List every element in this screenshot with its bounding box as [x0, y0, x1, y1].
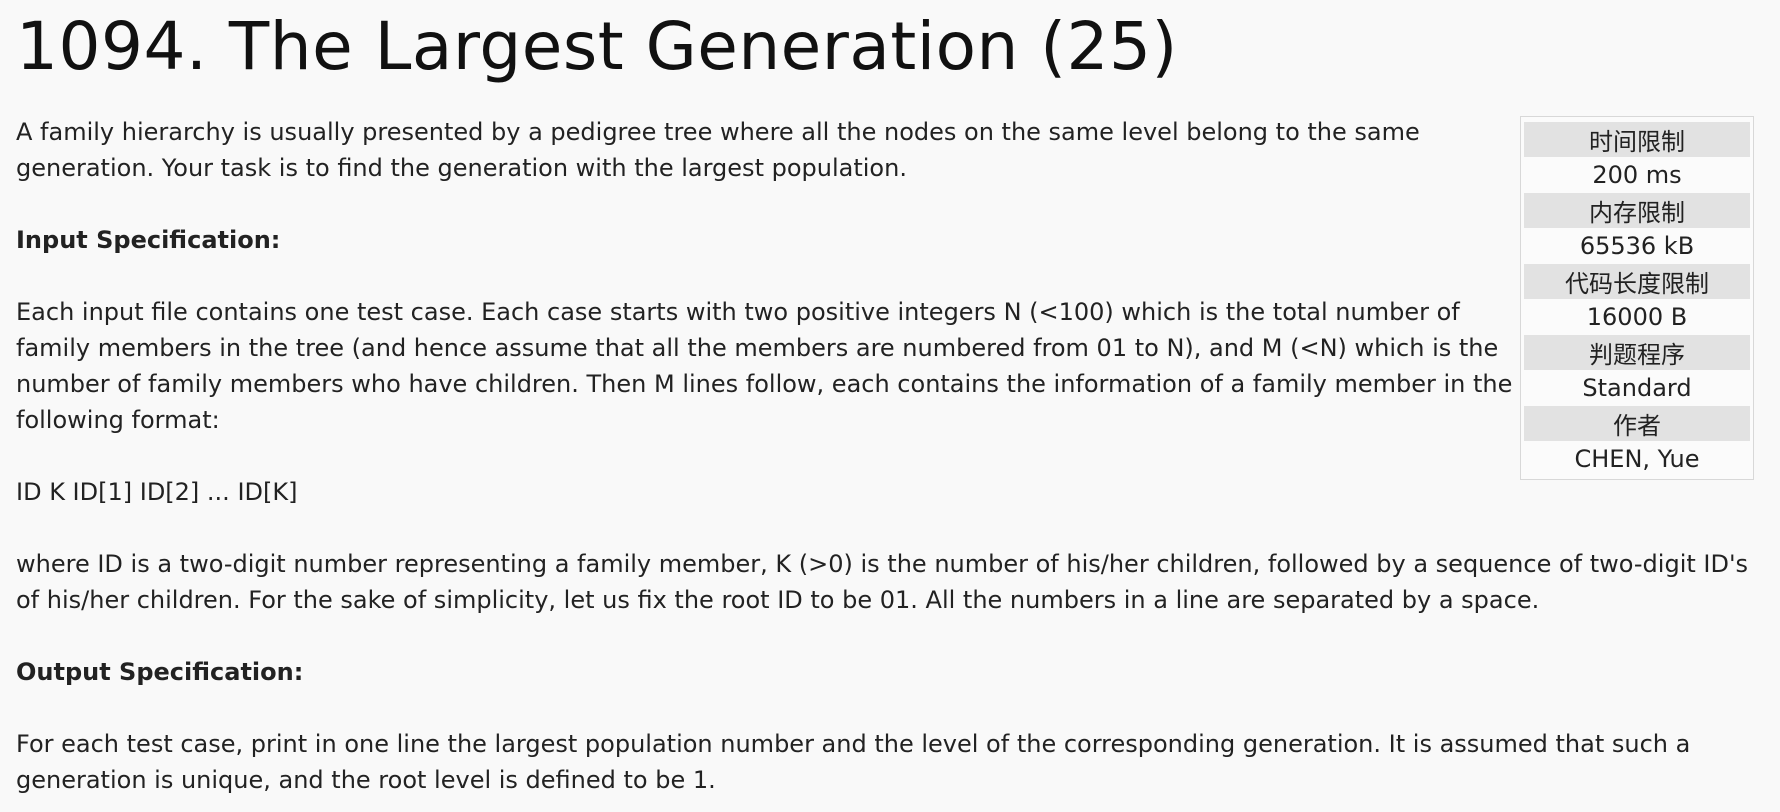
input-format-line: ID K ID[1] ID[2] ... ID[K]: [16, 478, 298, 506]
memory-limit-value: 65536 kB: [1579, 232, 1695, 260]
judge-label: 判题程序: [1524, 335, 1750, 370]
time-limit-label: 时间限制: [1524, 122, 1750, 157]
input-spec-heading: Input Specification:: [16, 226, 281, 254]
memory-limit-label: 内存限制: [1524, 193, 1750, 228]
input-spec-paragraph: Each input file contains one test case. …: [16, 298, 1513, 434]
code-length-value: 16000 B: [1586, 303, 1688, 331]
page-title: 1094. The Largest Generation (25): [16, 8, 1178, 85]
judge-value: Standard: [1582, 374, 1692, 402]
author-value: CHEN, Yue: [1574, 445, 1700, 473]
explanation-paragraph: where ID is a two-digit number represent…: [16, 550, 1749, 614]
output-spec-heading: Output Specification:: [16, 658, 304, 686]
time-limit-value: 200 ms: [1592, 161, 1682, 189]
output-spec-paragraph: For each test case, print in one line th…: [16, 730, 1691, 794]
problem-info-table: 时间限制 200 ms 内存限制 65536 kB 代码长度限制 16000 B…: [1524, 120, 1750, 477]
author-label: 作者: [1524, 406, 1750, 441]
problem-info-panel: 时间限制 200 ms 内存限制 65536 kB 代码长度限制 16000 B…: [1520, 116, 1754, 480]
problem-description: A family hierarchy is usually presented …: [16, 114, 1756, 812]
intro-paragraph: A family hierarchy is usually presented …: [16, 118, 1420, 182]
code-length-label: 代码长度限制: [1524, 264, 1750, 299]
